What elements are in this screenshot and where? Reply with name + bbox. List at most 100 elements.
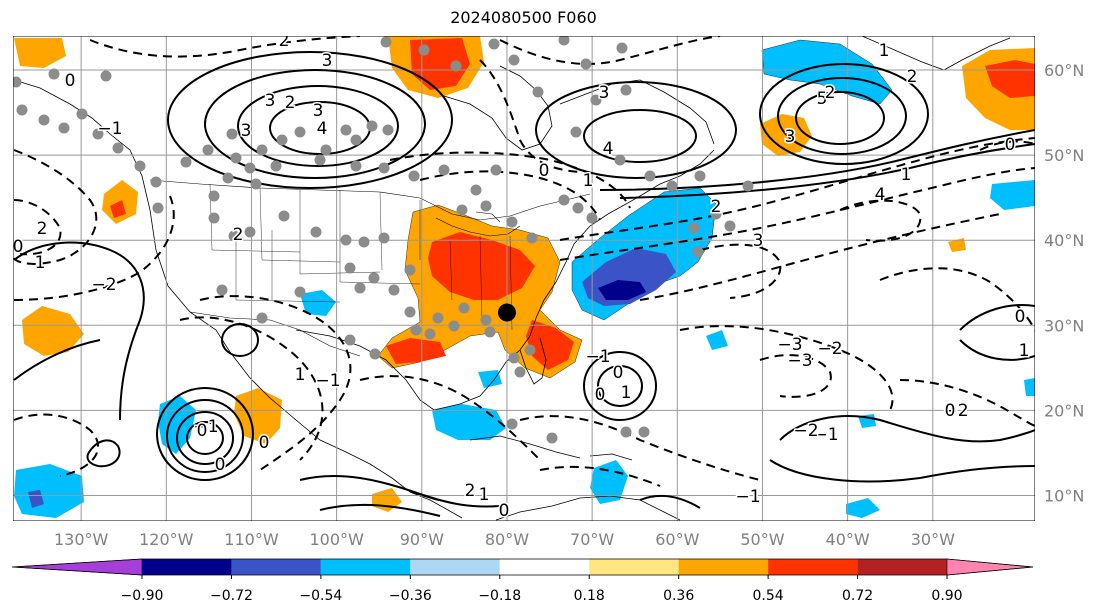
dcontour-canada-2 [89, 36, 361, 58]
contour-label: 1 [295, 365, 306, 385]
contour-hurricane-3 [166, 399, 244, 473]
station-dot [38, 114, 50, 126]
station-dot [354, 282, 366, 294]
contour-c-pacific [86, 439, 121, 468]
contour-label: 1 [1019, 341, 1030, 361]
shade-orange-e-atlantic [948, 238, 966, 252]
station-dot [314, 154, 326, 166]
shade-red-southeast [526, 320, 574, 370]
dcontour-pacific-3 [13, 195, 175, 301]
station-dot [320, 144, 332, 156]
station-dot [692, 246, 704, 258]
contour-label: 0 [259, 433, 270, 453]
contour-label: −2 [943, 401, 968, 421]
station-dot [616, 42, 628, 54]
station-dot [506, 216, 518, 228]
dcontour-atlantic-8 [879, 267, 1035, 331]
dcontour-atlantic-3 [639, 213, 1001, 301]
contour-label: 4 [875, 185, 886, 205]
contour-label: 3 [241, 121, 252, 141]
colorbar-tick-label: 0.18 [574, 588, 605, 604]
contour-label: 3 [753, 231, 764, 251]
station-dot [369, 348, 381, 360]
station-dot [76, 108, 88, 120]
station-dot [100, 70, 112, 82]
shade-red-greenland [985, 60, 1035, 98]
station-dot [368, 272, 380, 284]
station-dot [514, 366, 526, 378]
contour-high-hudson-1 [583, 109, 697, 163]
contour-label: 3 [322, 51, 333, 71]
dcontour-mexico-2 [179, 316, 324, 461]
lat-label: 50°N [1044, 146, 1084, 165]
colorbar-tick-label: −0.54 [299, 588, 342, 604]
contour-high-rockies-3 [204, 69, 426, 179]
contour-hurricane-2 [176, 411, 234, 465]
station-dot [378, 162, 390, 174]
station-dot [310, 226, 322, 238]
shading-layer [14, 36, 1035, 518]
station-dot [480, 314, 492, 326]
lon-label: 130°W [54, 530, 109, 549]
contour-label: 1 [479, 485, 490, 505]
contour-label: 1 [35, 253, 46, 273]
contour-high-rockies-2 [237, 85, 399, 167]
colorbar-extend-max [946, 558, 1034, 576]
lon-label: 30°W [911, 530, 955, 549]
station-dot [508, 352, 520, 364]
contour-label: −2 [91, 275, 116, 295]
station-dot [620, 84, 632, 96]
map-title: 2024080500 F060 [450, 8, 597, 27]
coast-pacific-na [13, 79, 471, 507]
station-dots [13, 36, 754, 444]
station-dot [388, 284, 400, 296]
colorbar-cells [11, 558, 1034, 576]
station-dot [742, 180, 754, 192]
contour-label: 0 [1015, 307, 1026, 327]
dcontour-atlantic-2 [559, 167, 1035, 261]
colorbar-ticks: −0.90 −0.72 −0.54 −0.36 −0.18 0.18 0.36 0.54 0.7… [121, 575, 963, 604]
station-dot [432, 312, 444, 324]
contour-label: −2 [793, 421, 818, 441]
shade-blue-labrador [761, 39, 893, 105]
station-dot [570, 126, 582, 138]
station-dot [358, 236, 370, 248]
station-dot [644, 170, 656, 182]
station-dot [294, 286, 306, 298]
dcontour-atlantic-5 [839, 199, 922, 242]
shade-medblue-pacific-sw [28, 490, 44, 508]
contour-caribbean [639, 494, 701, 509]
station-dot [490, 164, 502, 176]
station-dot [378, 232, 390, 244]
station-dot [256, 312, 268, 324]
station-dot [230, 152, 242, 164]
contour-atlantic-low-1 [597, 365, 643, 407]
contour-label: 3 [785, 127, 796, 147]
dcontour-pacific-2 [13, 199, 62, 256]
shade-orange-pacific-w [22, 306, 84, 356]
coast-central-america [409, 491, 463, 519]
lon-label: 120°W [139, 530, 194, 549]
station-dot [408, 170, 420, 182]
station-dot [152, 202, 164, 214]
colorbar-tick-label: −0.72 [210, 588, 253, 604]
station-dot [526, 232, 538, 244]
station-dot [404, 264, 416, 276]
contour-label: 0 [945, 401, 956, 421]
station-dot [228, 230, 240, 242]
station-dot [366, 120, 378, 132]
colorbar-cell [320, 559, 411, 575]
station-dot [506, 418, 518, 430]
shade-red-great-lakes [428, 232, 535, 300]
colorbar-tick-label: 0.90 [931, 588, 962, 604]
station-dot [484, 326, 496, 338]
dcontour-caribbean-1 [519, 415, 761, 481]
coast-cuba [469, 435, 581, 459]
station-dot [448, 320, 460, 332]
colorbar-cell [410, 559, 500, 575]
station-dot [590, 94, 602, 106]
lat-label: 60°N [1044, 61, 1084, 80]
colorbar-tick-label: −0.90 [121, 588, 164, 604]
contour-atlantic-low-2 [583, 351, 657, 421]
colorbar-tick-label: 0.54 [753, 588, 784, 604]
